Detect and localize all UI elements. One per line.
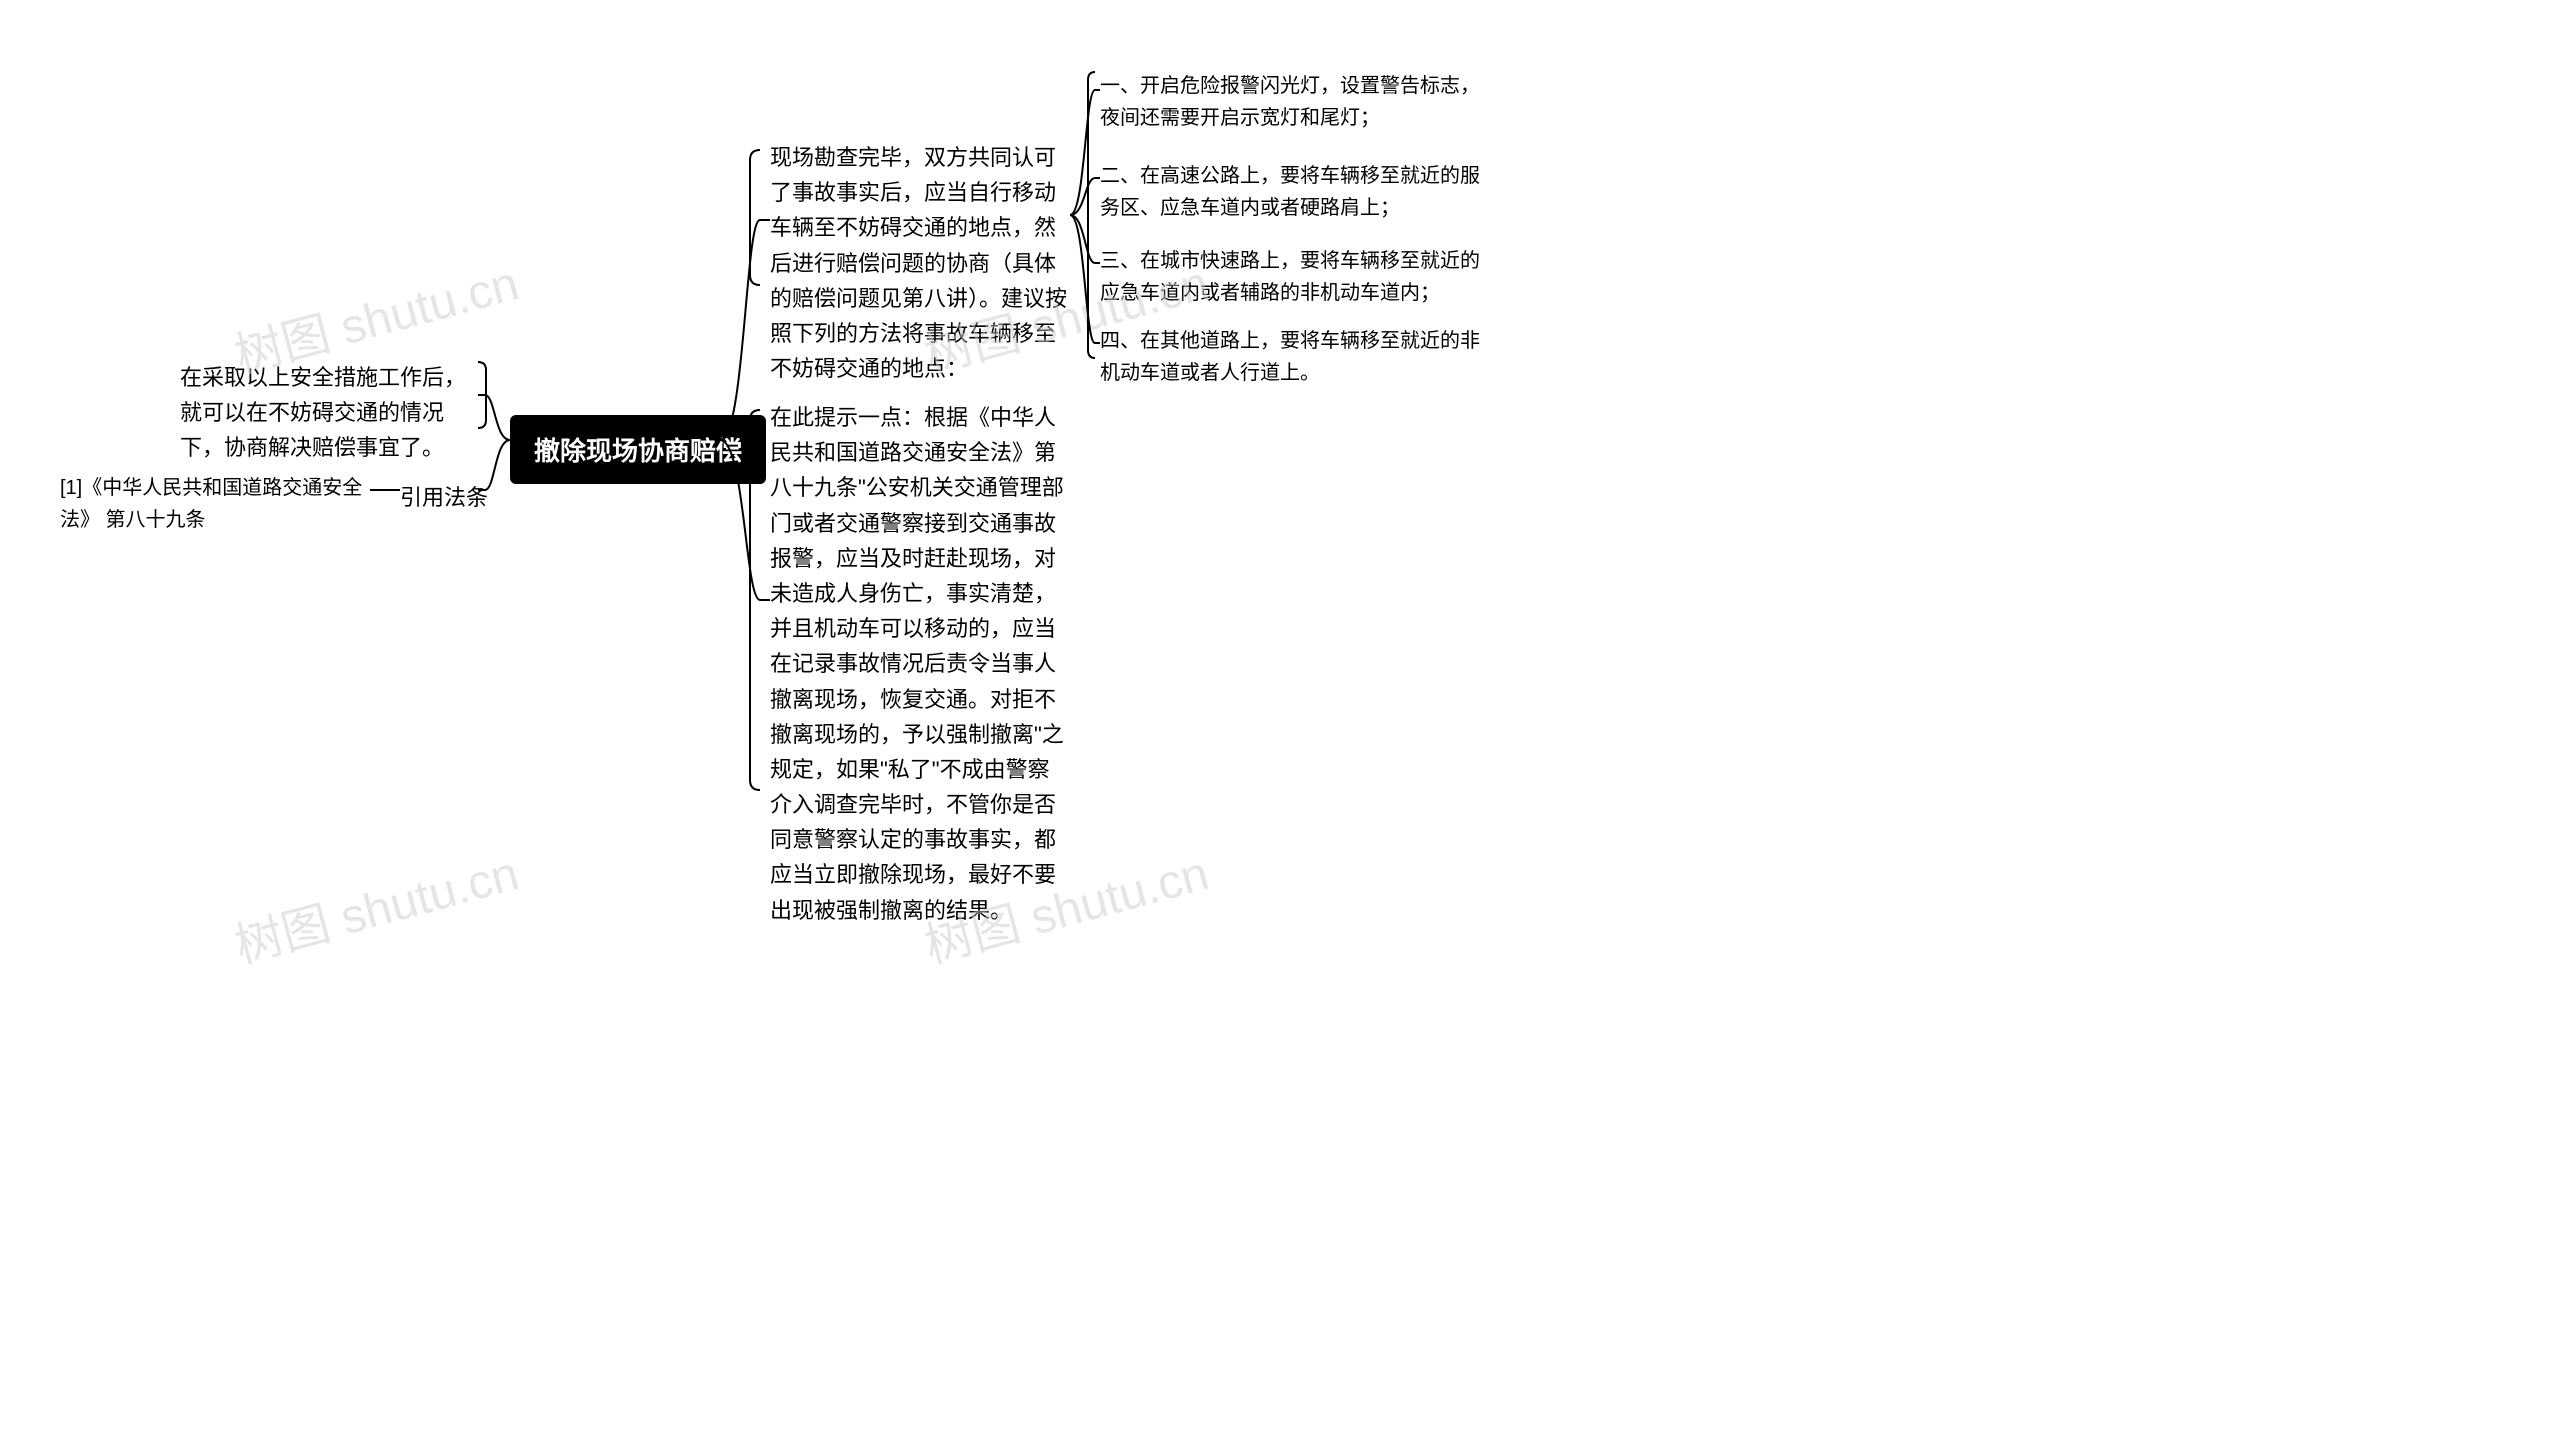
connector-path [720, 220, 770, 440]
right-branch-1-child-c[interactable]: 三、在城市快速路上，要将车辆移至就近的应急车道内或者辅路的非机动车道内； [1100, 245, 1480, 309]
left-branch-2[interactable]: 引用法条 [400, 480, 500, 515]
right-branch-1-child-d[interactable]: 四、在其他道路上，要将车辆移至就近的非机动车道或者人行道上。 [1100, 325, 1480, 389]
connector-path [478, 395, 510, 440]
left-branch-1[interactable]: 在采取以上安全措施工作后，就可以在不妨碍交通的情况下，协商解决赔偿事宜了。 [180, 360, 480, 466]
left-branch-2-child-a[interactable]: [1]《中华人民共和国道路交通安全法》 第八十九条 [60, 472, 370, 536]
connector-path [750, 150, 760, 285]
right-branch-1[interactable]: 现场勘查完毕，双方共同认可了事故事实后，应当自行移动车辆至不妨碍交通的地点，然后… [770, 140, 1070, 386]
connector-path [1070, 215, 1100, 263]
right-branch-1-child-b[interactable]: 二、在高速公路上，要将车辆移至就近的服务区、应急车道内或者硬路肩上； [1100, 160, 1480, 224]
connector-path [1070, 90, 1100, 215]
right-branch-2[interactable]: 在此提示一点：根据《中华人民共和国道路交通安全法》第八十九条"公安机关交通管理部… [770, 400, 1070, 928]
connector-path [1088, 72, 1095, 358]
right-branch-1-child-a[interactable]: 一、开启危险报警闪光灯，设置警告标志，夜间还需要开启示宽灯和尾灯； [1100, 70, 1480, 134]
connector-path [1070, 178, 1100, 215]
connector-path [1070, 215, 1100, 343]
root-node[interactable]: 撤除现场协商赔偿 [510, 415, 766, 484]
watermark: 树图 shutu.cn [226, 834, 525, 977]
